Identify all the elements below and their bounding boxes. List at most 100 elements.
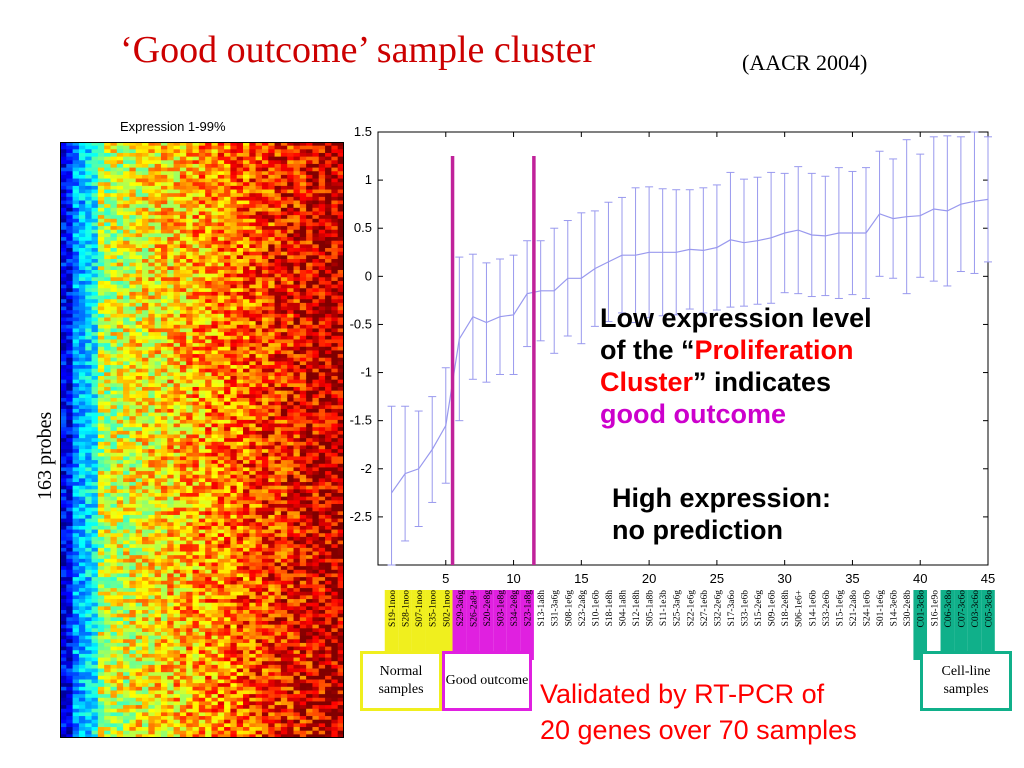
sample-label: S10-1e6b xyxy=(591,590,601,627)
mean-line xyxy=(391,198,989,494)
sample-label: C01-3c8o xyxy=(917,590,927,628)
annotation-line-3b: ” indicates xyxy=(693,367,832,397)
annotation-line-2: of the “Proliferation xyxy=(600,334,980,366)
sample-group-band xyxy=(411,590,426,660)
sample-label: S28-1noo xyxy=(402,590,412,627)
x-tick-label: 35 xyxy=(845,571,859,586)
sample-label: S23-1a8g xyxy=(524,590,534,627)
sample-group-band xyxy=(384,590,399,660)
sample-label: S33-1e6b xyxy=(741,590,751,627)
sample-group-band xyxy=(506,590,521,660)
validation-line-1: Validated by RT-PCR of xyxy=(540,679,825,709)
sample-label: S13-1a8h xyxy=(537,590,547,627)
sample-label: S15-1e6g xyxy=(835,590,845,627)
sample-group-band xyxy=(981,590,995,660)
annotation-line-3: Cluster” indicates xyxy=(600,366,980,398)
slide-title-aside: (AACR 2004) xyxy=(742,50,868,75)
heatmap xyxy=(60,142,344,738)
sample-label: S05-1a8b xyxy=(646,590,656,627)
sample-label: S14-3e6b xyxy=(890,590,900,627)
error-bar-chart: 1.5 1 0.5 0 -0.5 -1 -1.5 -2 -2.5 5 10 15 20 25 30 35 40 4… xyxy=(350,124,995,660)
heatmap-cells xyxy=(60,142,344,738)
sample-label: S29-3a6g xyxy=(456,590,466,627)
x-tick-label: 25 xyxy=(710,571,724,586)
sample-label: S35-1noo xyxy=(429,590,439,627)
sample-label: S06-1e6+ xyxy=(795,590,805,627)
annotation-high-2: no prediction xyxy=(612,515,783,545)
annotation-cluster: Cluster xyxy=(600,367,694,397)
x-tick-label: 5 xyxy=(442,571,449,586)
annotation-proliferation: Proliferation xyxy=(694,335,854,365)
heatmap-caption: Expression 1-99% xyxy=(120,119,226,134)
y-tick-label: -0.5 xyxy=(350,316,372,331)
sample-label: S26-2a8+ xyxy=(469,590,479,627)
plot-area xyxy=(377,131,989,566)
sample-label: S19-1noo xyxy=(388,590,398,627)
sample-group-band xyxy=(520,590,534,660)
sample-label: S02-1noo xyxy=(442,590,452,627)
y-tick-label: 1.5 xyxy=(354,124,372,139)
y-tick-label: 0.5 xyxy=(354,220,372,235)
sample-label: C06-3c8o xyxy=(944,590,954,628)
sample-label: S12-1e8h xyxy=(632,590,642,627)
y-tick-label: -2.5 xyxy=(350,509,372,524)
title: ‘Good outcome’ sample cluster (AACR 2004… xyxy=(0,28,1024,88)
sample-group-band xyxy=(967,590,982,660)
annotation-line-2a: of the “ xyxy=(600,335,695,365)
sample-group-band xyxy=(425,590,440,660)
annotation-low-expression: Low expression level of the “Proliferati… xyxy=(600,302,980,430)
sample-label: S25-3a6g xyxy=(673,590,683,627)
sample-label: S01-1e6g xyxy=(876,590,886,627)
validation-note: Validated by RT-PCR of 20 genes over 70 … xyxy=(540,676,960,748)
annotation-high-1: High expression: xyxy=(612,483,832,513)
annotation-good-outcome: good outcome xyxy=(600,399,786,429)
y-tick-label: -1 xyxy=(360,365,372,380)
sample-label: S34-2e8g xyxy=(510,590,520,627)
sample-label: S11-1e3b xyxy=(659,590,669,626)
sample-group-band xyxy=(466,590,480,660)
sample-label: C07-3c6o xyxy=(957,590,967,628)
x-tick-label: 30 xyxy=(777,571,791,586)
sample-label: S22-1e6g xyxy=(686,590,696,627)
sample-label: S24-1e6b xyxy=(863,590,873,627)
sample-label: S15-2e6g xyxy=(754,590,764,627)
annotation-line-1: Low expression level xyxy=(600,303,872,333)
sample-label: S23-2a8g xyxy=(578,590,588,627)
sample-group-band xyxy=(954,590,968,660)
sample-label: S18-1e8h xyxy=(605,590,615,627)
sample-label: S18-2e8h xyxy=(781,590,791,627)
sample-group-band xyxy=(913,590,928,660)
sample-group-band xyxy=(940,590,955,660)
sample-label: S16-1e9o xyxy=(930,590,940,627)
sample-group-band xyxy=(493,590,507,660)
sample-label: S21-2a8o xyxy=(849,590,859,627)
y-tick-label: -2 xyxy=(360,461,372,476)
x-tick-label: 40 xyxy=(913,571,927,586)
sample-label: S20-2e8g xyxy=(483,590,493,627)
sample-label: S07-1noo xyxy=(415,590,425,627)
y-tick-label: 1 xyxy=(365,172,372,187)
sample-label: S17-3a6o xyxy=(727,590,737,627)
x-tick-label: 20 xyxy=(642,571,656,586)
sample-label: S33-2e6b xyxy=(822,590,832,627)
legend-good-outcome: Good outcome xyxy=(442,651,532,711)
x-tick-label: 15 xyxy=(574,571,588,586)
sample-label: S08-1e6g xyxy=(564,590,574,627)
y-tick-label: -1.5 xyxy=(350,413,372,428)
y-tick-label: 0 xyxy=(365,268,372,283)
validation-line-2: 20 genes over 70 samples xyxy=(540,715,857,745)
sample-label: S04-1a8h xyxy=(619,590,629,627)
annotation-high-expression: High expression: no prediction xyxy=(612,482,912,546)
slide-title: ‘Good outcome’ sample cluster xyxy=(120,29,596,71)
sample-label: S09-1e6b xyxy=(768,590,778,627)
sample-label: C03-3c6o xyxy=(971,590,981,628)
sample-label: S03-1e8g xyxy=(497,590,507,627)
sample-label: S27-1e6b xyxy=(700,590,710,627)
x-tick-label: 45 xyxy=(981,571,995,586)
sample-label: C05-3c8o xyxy=(985,590,995,628)
x-tick-label: 10 xyxy=(506,571,520,586)
sample-label: S30-2e8b xyxy=(903,590,913,627)
sample-group-band xyxy=(438,590,453,660)
sample-label: S31-3a6g xyxy=(551,590,561,627)
legend-normal-samples: Normal samples xyxy=(360,651,442,711)
